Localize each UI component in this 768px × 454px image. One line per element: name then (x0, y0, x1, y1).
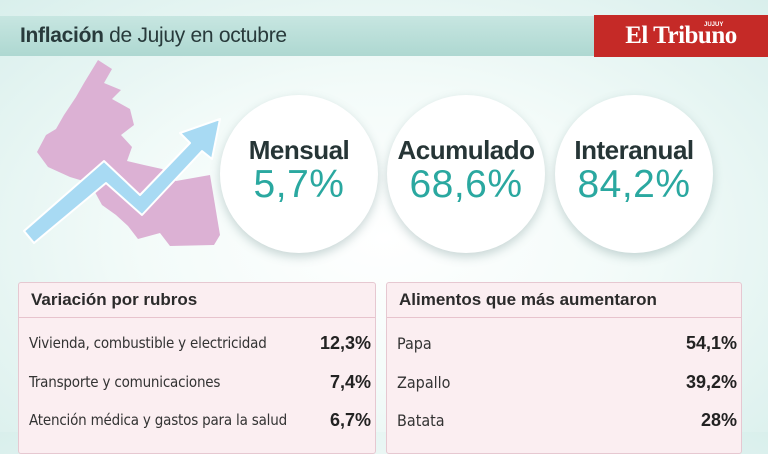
row-label: Atención médica y gastos para la salud (29, 411, 287, 429)
table-row: Batata 28% (397, 410, 737, 435)
row-label: Transporte y comunicaciones (29, 373, 221, 391)
indicator-interanual: Interanual 84,2% (555, 95, 713, 253)
indicator-label: Mensual (248, 135, 350, 165)
brand-region: JUJUY (704, 22, 724, 28)
alimentos-panel: Alimentos que más aumentaron Papa 54,1% … (386, 282, 742, 454)
indicator-value: 84,2% (577, 163, 691, 206)
indicator-mensual: Mensual 5,7% (220, 95, 378, 253)
indicator-acumulado: Acumulado 68,6% (387, 95, 545, 253)
table-row: Vivienda, combustible y electricidad 12,… (29, 333, 371, 358)
rubros-panel: Variación por rubros Vivienda, combustib… (18, 282, 376, 454)
brand-name: El Tribuno (625, 22, 737, 49)
row-label: Vivienda, combustible y electricidad (29, 334, 267, 352)
panel-title: Variación por rubros (31, 290, 198, 309)
panel-title: Alimentos que más aumentaron (399, 290, 657, 309)
page-title: Inflación de Jujuy en octubre (20, 24, 287, 50)
row-value: 6,7% (329, 410, 371, 430)
row-value: 12,3% (319, 333, 371, 353)
title-bold: Inflación (20, 24, 104, 47)
row-value: 54,1% (685, 333, 737, 353)
table-row: Papa 54,1% (397, 333, 737, 358)
indicator-label: Interanual (574, 135, 694, 165)
title-rest: de Jujuy en octubre (103, 24, 287, 47)
table-row: Zapallo 39,2% (397, 372, 737, 397)
brand-logo: El Tribuno (594, 15, 768, 57)
indicator-label: Acumulado (397, 135, 535, 165)
jujuy-map-icon (37, 60, 220, 246)
trend-up-arrow-icon (23, 118, 221, 244)
indicator-value: 5,7% (253, 163, 345, 206)
indicator-value: 68,6% (409, 163, 523, 206)
divider (387, 317, 741, 318)
illustration (23, 60, 221, 246)
row-label: Papa (397, 334, 432, 353)
row-label: Batata (397, 411, 445, 430)
divider (19, 317, 375, 318)
row-value: 28% (700, 410, 737, 430)
row-label: Zapallo (397, 373, 451, 392)
row-value: 7,4% (329, 372, 371, 392)
row-value: 39,2% (685, 372, 737, 392)
table-row: Transporte y comunicaciones 7,4% (29, 372, 371, 397)
table-row: Atención médica y gastos para la salud 6… (29, 410, 371, 435)
